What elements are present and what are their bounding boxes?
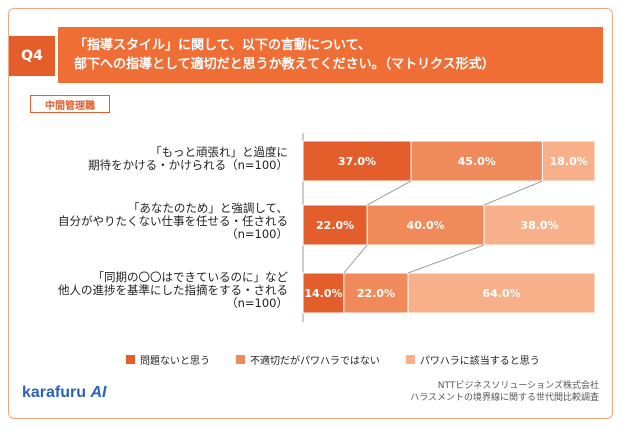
question-title: 「指導スタイル」に関して、以下の言動について、 部下への指導として適切だと思うか…: [58, 27, 603, 83]
bar-row3-series2: [343, 272, 409, 314]
bar-label-row3-series1: 14.0%: [304, 287, 342, 300]
bar-row2-series2: [366, 204, 485, 246]
legend-item-2: 不適切だがパワハラではない: [236, 352, 380, 367]
bar-row2-series1: [302, 204, 368, 246]
row-label-1: 「もっと頑張れ」と過度に 期待をかける・かけられる（n=100）: [88, 145, 288, 172]
segment-tag: 中間管理職: [30, 95, 110, 113]
connector-line-1-1: [367, 180, 412, 206]
bar-row3-series3: [407, 272, 596, 314]
bar-label-row2-series2: 40.0%: [407, 219, 445, 232]
connector-line-2-1: [343, 244, 368, 274]
title-line-1: 「指導スタイル」に関して、以下の言動について、: [74, 38, 371, 53]
bar-row1-series3: [541, 140, 596, 182]
bar-row1-series2: [410, 140, 543, 182]
slide-frame: [8, 8, 613, 419]
row-label-3: 「同期の〇〇はできているのに」など 他人の進捗を基準にした指摘をする・される （…: [58, 270, 288, 310]
bar-label-row3-series3: 64.0%: [482, 287, 520, 300]
bar-row3-series1: [302, 272, 345, 314]
legend-swatch-3: [405, 355, 415, 364]
title-line-2: 部下への指導として適切だと思うか教えてください。（マトリクス形式）: [74, 57, 495, 72]
legend-item-1: 問題ないと思う: [126, 352, 210, 367]
bar-label-row1-series3: 18.0%: [550, 155, 588, 168]
legend-item-3: パワハラに該当すると思う: [405, 352, 540, 367]
bar-label-row1-series2: 45.0%: [458, 155, 496, 168]
legend-swatch-1: [126, 355, 135, 364]
bar-label-row1-series1: 37.0%: [338, 155, 376, 168]
legend-swatch-2: [236, 355, 245, 364]
bar-label-row3-series2: 22.0%: [357, 287, 395, 300]
bar-label-row2-series3: 38.0%: [520, 219, 558, 232]
question-badge: Q4: [9, 36, 55, 76]
chart-legend: 問題ないと思う 不適切だがパワハラではない パワハラに該当すると思う: [126, 352, 540, 367]
bar-row2-series3: [483, 204, 596, 246]
bar-label-row2-series1: 22.0%: [316, 219, 354, 232]
connector-line-2-2: [407, 244, 485, 274]
source-note: NTTビジネスソリューションズ株式会社 ハラスメントの境界線に関する世代間比較調…: [410, 381, 599, 403]
connector-line-1-2: [483, 180, 543, 206]
row-label-2: 「あなたのため」と強調して、 自分がやりたくない仕事を任せる・任される （n=1…: [58, 201, 288, 241]
karafuru-ai-logo: karafuru AI: [22, 384, 107, 401]
